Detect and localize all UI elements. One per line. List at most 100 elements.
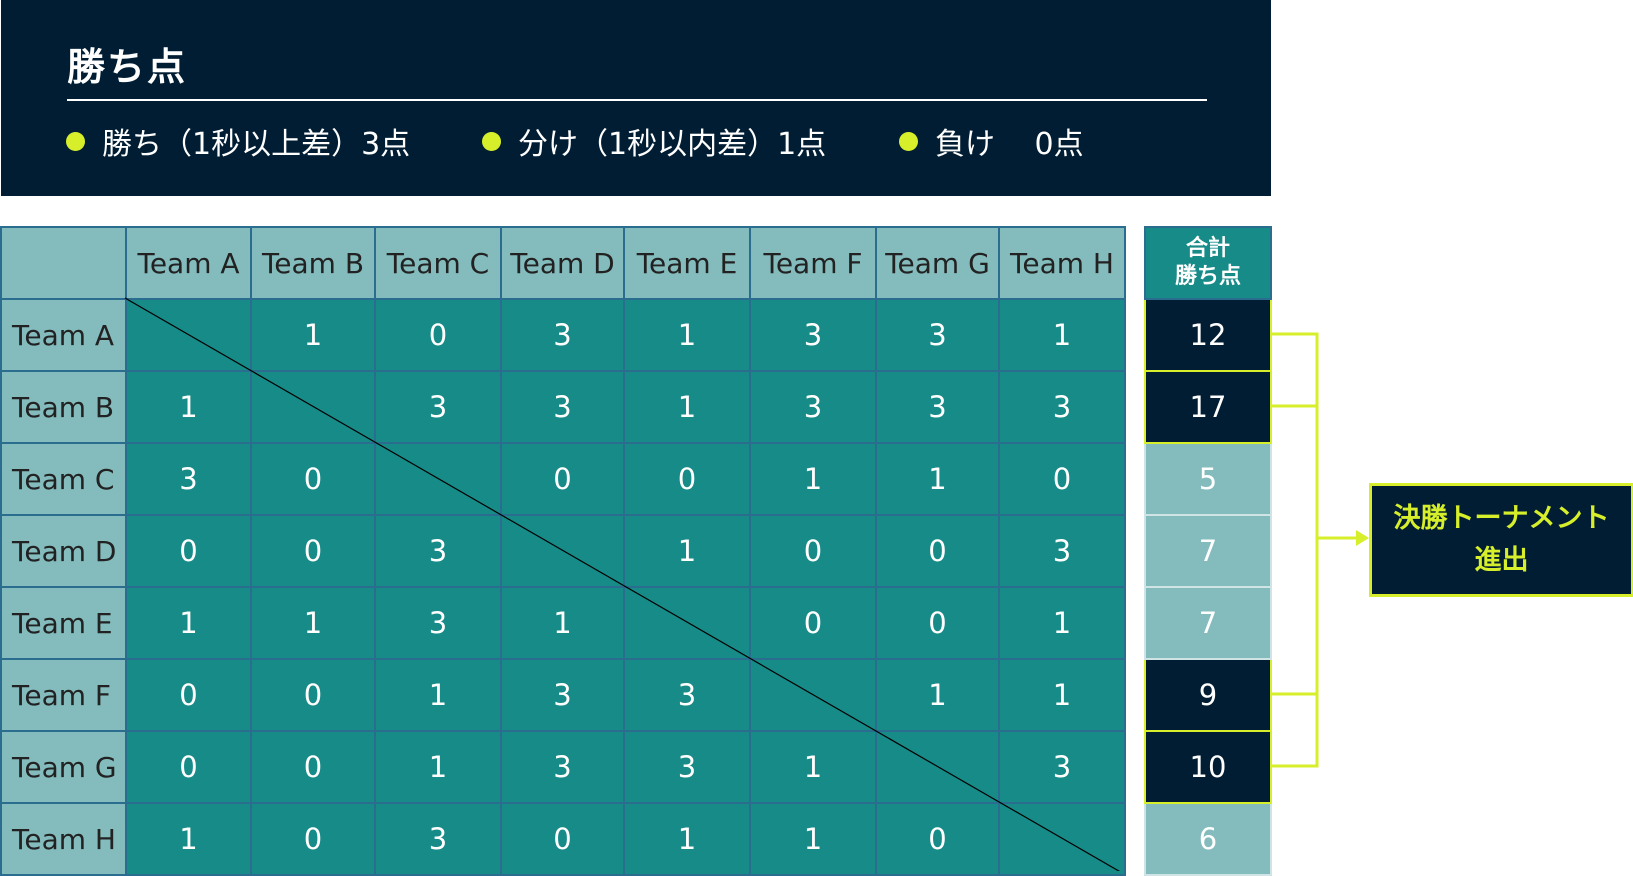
score-cell: 3 <box>749 298 877 372</box>
column-header: Team A <box>125 226 252 300</box>
diagonal-cell <box>749 658 877 732</box>
title-divider <box>67 99 1207 101</box>
score-cell: 3 <box>623 730 751 804</box>
total-cell: 7 <box>1144 586 1272 660</box>
score-cell: 0 <box>125 730 252 804</box>
legend-label-loss: 負け 0点 <box>935 127 1084 162</box>
legend-label-draw: 分け（1秒以内差）1点 <box>518 127 827 162</box>
total-points-column: 合計 勝ち点 12 17 5 7 7 9 10 6 <box>1144 226 1272 876</box>
score-cell: 1 <box>749 730 877 804</box>
bullet-dot-icon <box>482 131 501 151</box>
score-cell: 1 <box>623 802 751 876</box>
row-header: Team C <box>0 442 127 516</box>
score-cell: 1 <box>749 442 877 516</box>
score-cell: 0 <box>749 586 877 660</box>
score-cell: 1 <box>374 730 502 804</box>
column-header: Team D <box>500 226 625 300</box>
score-cell: 1 <box>998 586 1126 660</box>
advance-bracket-connector <box>1270 332 1369 768</box>
total-cell: 6 <box>1144 802 1272 876</box>
score-cell: 1 <box>125 586 252 660</box>
totals-header-line2: 勝ち点 <box>1174 264 1241 289</box>
column-header: Team E <box>623 226 751 300</box>
bullet-dot-icon <box>66 131 85 151</box>
score-cell: 1 <box>500 586 625 660</box>
column-header: Team F <box>749 226 877 300</box>
score-cell: 3 <box>998 370 1126 444</box>
diagonal-cell <box>875 730 1000 804</box>
score-cell: 1 <box>125 370 252 444</box>
score-cell: 0 <box>500 442 625 516</box>
score-cell: 3 <box>998 730 1126 804</box>
score-cell: 1 <box>749 802 877 876</box>
final-label-line1: 決勝トーナメント <box>1393 503 1610 534</box>
diagonal-cell <box>998 802 1126 876</box>
score-cell: 3 <box>500 298 625 372</box>
score-cell: 1 <box>875 658 1000 732</box>
diagonal-cell <box>500 514 625 588</box>
row-header: Team B <box>0 370 127 444</box>
score-cell: 3 <box>500 730 625 804</box>
score-cell: 0 <box>623 442 751 516</box>
column-header: Team H <box>998 226 1126 300</box>
score-cell: 0 <box>875 514 1000 588</box>
score-cell: 1 <box>125 802 252 876</box>
score-cell: 1 <box>250 586 376 660</box>
score-cell: 1 <box>875 442 1000 516</box>
totals-header-line1: 合計 <box>1185 236 1230 261</box>
score-cell: 1 <box>623 370 751 444</box>
legend-item-win: 勝ち（1秒以上差）3点 <box>66 119 410 163</box>
score-cell: 1 <box>998 298 1126 372</box>
final-label-line2: 進出 <box>1474 545 1529 576</box>
diagonal-cell <box>125 298 252 372</box>
legend-item-loss: 負け 0点 <box>899 119 1084 163</box>
diagonal-cell <box>250 370 376 444</box>
row-header: Team D <box>0 514 127 588</box>
column-header: Team G <box>875 226 1000 300</box>
score-cell: 1 <box>998 658 1126 732</box>
diagonal-cell <box>623 586 751 660</box>
score-cell: 0 <box>250 442 376 516</box>
totals-header: 合計 勝ち点 <box>1144 226 1272 300</box>
score-cell: 1 <box>623 514 751 588</box>
score-cell: 0 <box>875 586 1000 660</box>
diagonal-cell <box>374 442 502 516</box>
score-cell: 3 <box>998 514 1126 588</box>
final-tournament-box: 決勝トーナメント 進出 <box>1369 483 1633 597</box>
score-cell: 3 <box>125 442 252 516</box>
total-cell-advancing: 9 <box>1144 658 1272 732</box>
score-cell: 0 <box>250 730 376 804</box>
score-cell: 3 <box>374 586 502 660</box>
panel-title: 勝ち点 <box>67 45 188 89</box>
score-cell: 1 <box>374 658 502 732</box>
bracket-line <box>1270 692 1319 768</box>
row-header: Team G <box>0 730 127 804</box>
score-cell: 3 <box>374 802 502 876</box>
points-legend-panel: 勝ち点 勝ち（1秒以上差）3点 分け（1秒以内差）1点 負け 0点 <box>1 0 1271 196</box>
score-cell: 0 <box>125 658 252 732</box>
score-cell: 3 <box>749 370 877 444</box>
total-cell-advancing: 12 <box>1144 298 1272 372</box>
score-cell: 3 <box>374 514 502 588</box>
score-cell: 0 <box>250 802 376 876</box>
bullet-dot-icon <box>899 131 918 151</box>
total-cell-advancing: 17 <box>1144 370 1272 444</box>
score-cell: 1 <box>623 298 751 372</box>
score-cell: 0 <box>998 442 1126 516</box>
legend-label-win: 勝ち（1秒以上差）3点 <box>102 127 411 162</box>
score-cell: 3 <box>875 370 1000 444</box>
score-cell: 3 <box>374 370 502 444</box>
score-cell: 3 <box>500 658 625 732</box>
row-header: Team H <box>0 802 127 876</box>
score-cell: 0 <box>125 514 252 588</box>
score-cell: 3 <box>500 370 625 444</box>
score-cell: 0 <box>500 802 625 876</box>
